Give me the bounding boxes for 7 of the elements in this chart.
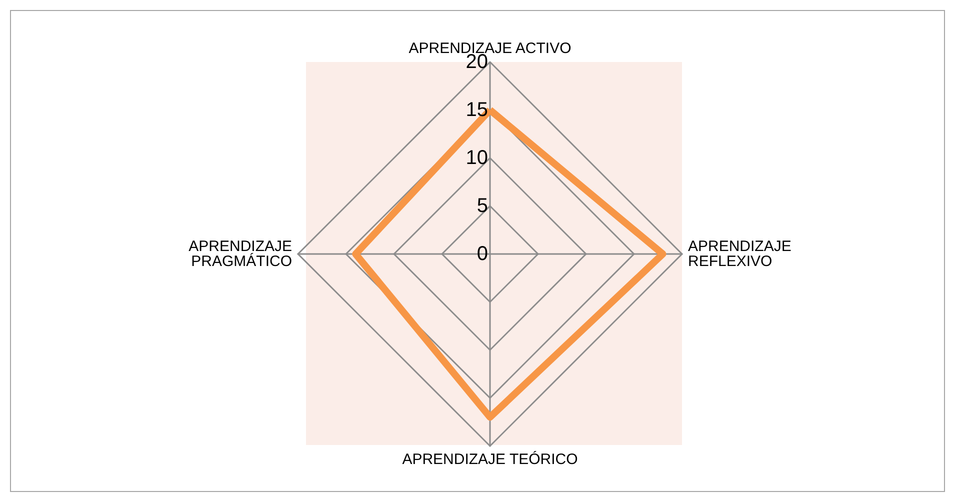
spoke-label: APRENDIZAJE TEÓRICO <box>402 450 578 468</box>
spoke-label: APRENDIZAJE REFLEXIVO <box>688 238 792 270</box>
y-tick-label: 10 <box>466 147 488 169</box>
spoke-label: APRENDIZAJE PRAGMÁTICO <box>188 238 292 270</box>
y-tick-label: 15 <box>466 99 488 121</box>
y-tick-label: 5 <box>476 195 488 217</box>
y-tick-label: 0 <box>476 243 488 265</box>
